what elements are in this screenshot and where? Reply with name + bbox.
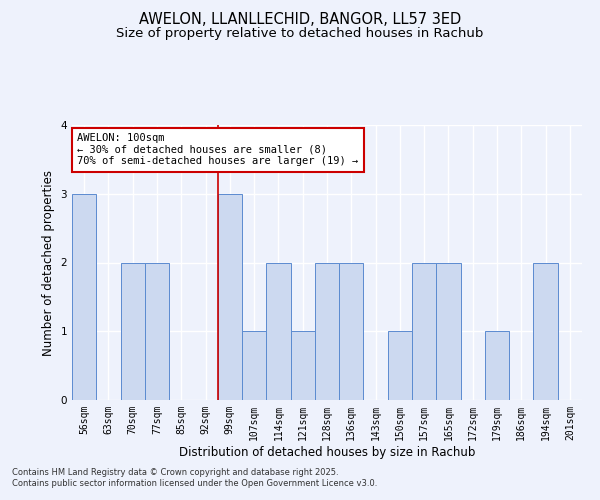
X-axis label: Distribution of detached houses by size in Rachub: Distribution of detached houses by size … [179, 446, 475, 458]
Bar [436, 262, 461, 400]
Y-axis label: Number of detached properties: Number of detached properties [42, 170, 55, 356]
Bar [388, 331, 412, 400]
Bar [145, 262, 169, 400]
Bar [218, 194, 242, 400]
Text: AWELON: 100sqm
← 30% of detached houses are smaller (8)
70% of semi-detached hou: AWELON: 100sqm ← 30% of detached houses … [77, 133, 358, 166]
Text: Size of property relative to detached houses in Rachub: Size of property relative to detached ho… [116, 28, 484, 40]
Bar [121, 262, 145, 400]
Text: Contains HM Land Registry data © Crown copyright and database right 2025.
Contai: Contains HM Land Registry data © Crown c… [12, 468, 377, 487]
Bar [533, 262, 558, 400]
Bar [72, 194, 96, 400]
Bar [315, 262, 339, 400]
Bar [339, 262, 364, 400]
Bar [242, 331, 266, 400]
Bar [290, 331, 315, 400]
Bar [412, 262, 436, 400]
Bar [485, 331, 509, 400]
Bar [266, 262, 290, 400]
Text: AWELON, LLANLLECHID, BANGOR, LL57 3ED: AWELON, LLANLLECHID, BANGOR, LL57 3ED [139, 12, 461, 28]
